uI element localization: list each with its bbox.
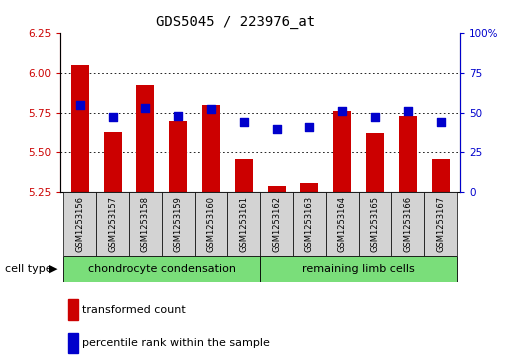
Bar (235, 159, 253, 192)
Bar (300, 183, 319, 192)
Text: GSM1253157: GSM1253157 (108, 196, 117, 252)
Bar (228, 192, 260, 256)
Text: GSM1253163: GSM1253163 (305, 196, 314, 252)
Bar (68, 299, 78, 320)
Point (174, 113, 183, 119)
Bar (326, 192, 359, 256)
Text: GSM1253156: GSM1253156 (75, 196, 84, 252)
Bar (424, 192, 457, 256)
Point (404, 108, 412, 114)
Text: GSM1253165: GSM1253165 (370, 196, 380, 252)
Bar (202, 105, 220, 192)
Point (76, 102, 84, 107)
Bar (431, 159, 450, 192)
Text: transformed count: transformed count (82, 305, 186, 315)
Bar (333, 111, 351, 192)
Text: ▶: ▶ (49, 264, 57, 274)
Text: percentile rank within the sample: percentile rank within the sample (82, 338, 270, 348)
Point (338, 108, 346, 114)
Text: remaining limb cells: remaining limb cells (302, 264, 415, 274)
Point (305, 124, 314, 130)
Point (272, 126, 281, 131)
Bar (68, 333, 78, 353)
Bar (63, 256, 260, 282)
Bar (391, 192, 424, 256)
Point (240, 119, 248, 125)
Text: GSM1253158: GSM1253158 (141, 196, 150, 252)
Bar (359, 192, 391, 256)
Bar (195, 192, 228, 256)
Text: GSM1253166: GSM1253166 (403, 196, 412, 252)
Point (207, 106, 215, 112)
Point (436, 119, 445, 125)
Bar (260, 192, 293, 256)
Text: GDS5045 / 223976_at: GDS5045 / 223976_at (156, 15, 315, 29)
Point (141, 105, 150, 111)
Bar (169, 121, 187, 192)
Bar (366, 133, 384, 192)
Bar (71, 65, 89, 192)
Bar (268, 186, 286, 192)
Bar (293, 192, 326, 256)
Bar (260, 256, 457, 282)
Text: GSM1253159: GSM1253159 (174, 196, 183, 252)
Point (371, 114, 379, 120)
Text: GSM1253161: GSM1253161 (240, 196, 248, 252)
Text: GSM1253162: GSM1253162 (272, 196, 281, 252)
Text: chondrocyte condensation: chondrocyte condensation (88, 264, 236, 274)
Bar (104, 132, 122, 192)
Bar (63, 192, 96, 256)
Point (108, 114, 117, 120)
Bar (129, 192, 162, 256)
Text: GSM1253167: GSM1253167 (436, 196, 445, 252)
Bar (137, 85, 154, 192)
Text: cell type: cell type (5, 264, 53, 274)
Bar (162, 192, 195, 256)
Bar (399, 116, 417, 192)
Bar (96, 192, 129, 256)
Text: GSM1253160: GSM1253160 (207, 196, 215, 252)
Text: GSM1253164: GSM1253164 (338, 196, 347, 252)
